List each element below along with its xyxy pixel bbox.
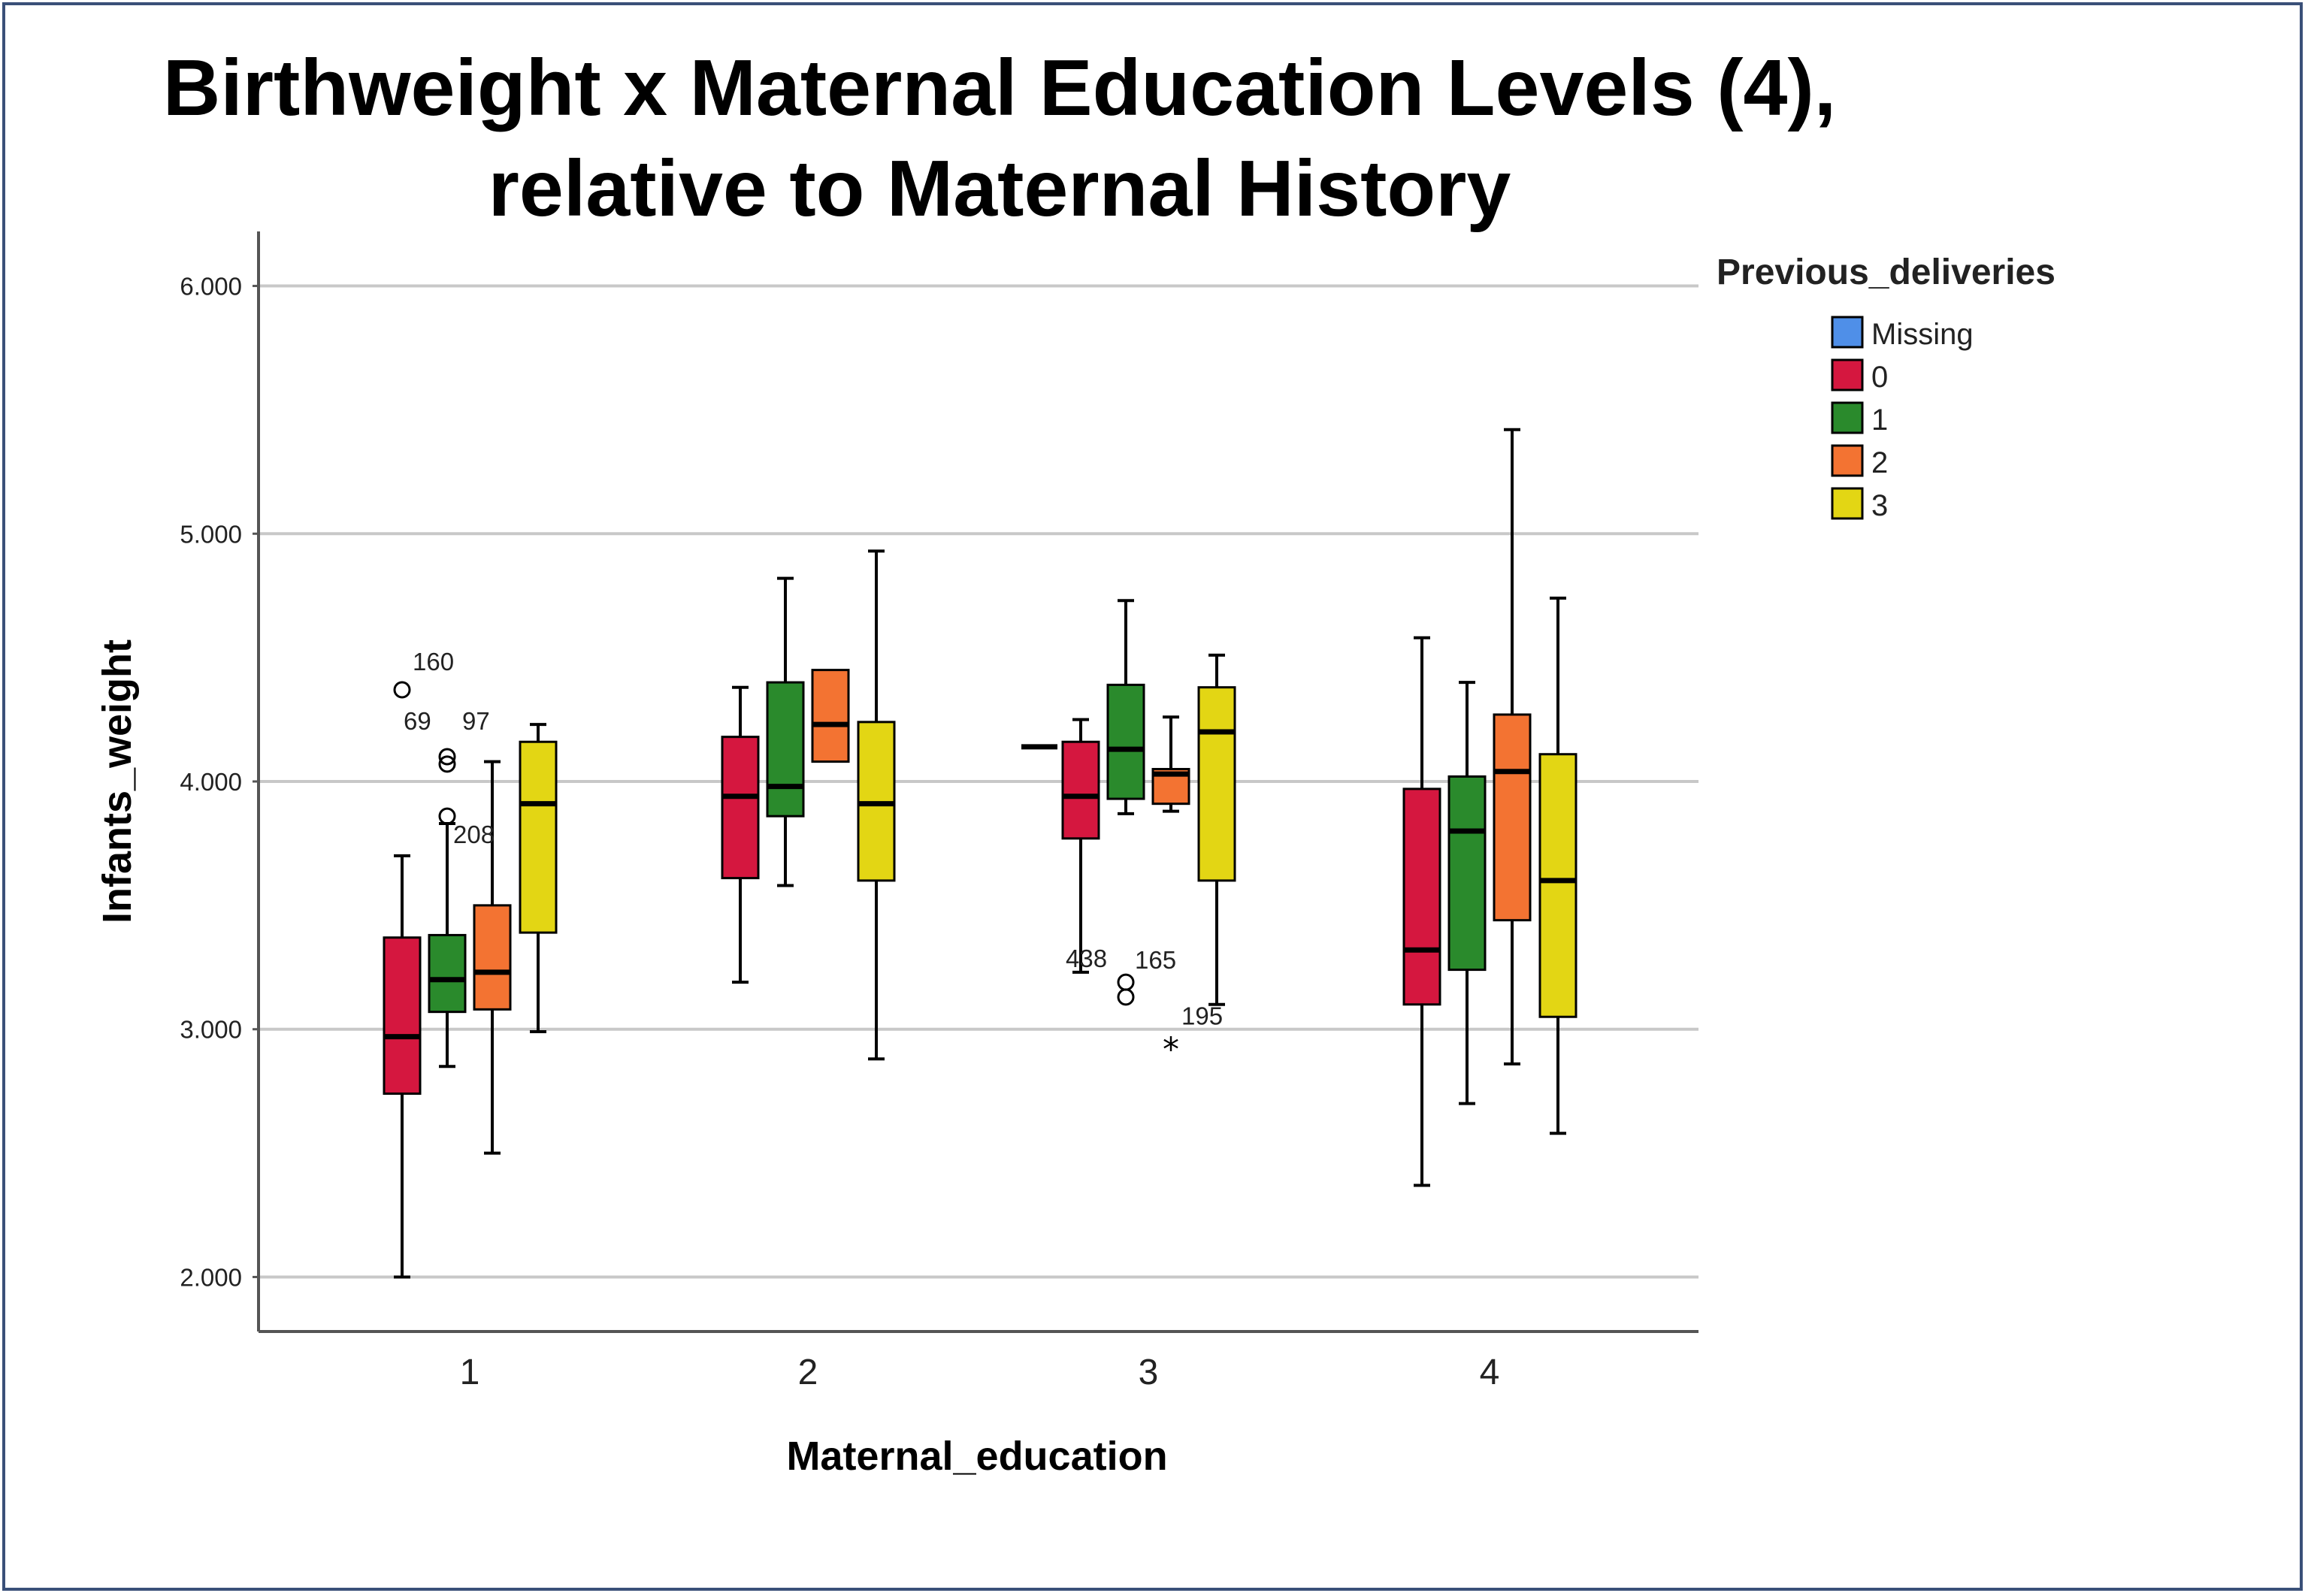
outlier-label: 195 xyxy=(1181,1002,1223,1030)
iqr-box xyxy=(1106,683,1145,800)
outlier-circle-marker xyxy=(1117,988,1135,1006)
chart-title: Birthweight x Maternal Education Levels … xyxy=(162,44,1837,132)
iqr-box xyxy=(766,681,805,818)
box-cat2-group1 xyxy=(766,576,805,887)
box-cat4-group3 xyxy=(1538,597,1577,1135)
legend-item-2: 2 xyxy=(1831,444,1888,479)
x-tick-label: 2 xyxy=(798,1353,818,1392)
box-cat1-group2 xyxy=(473,760,512,1155)
iqr-box xyxy=(1402,787,1441,1006)
iqr-box xyxy=(428,933,467,1014)
boxes xyxy=(383,428,1577,1279)
legend-swatch xyxy=(1831,358,1864,391)
box-cat2-group3 xyxy=(857,549,896,1061)
legend-item-1: 1 xyxy=(1831,401,1888,437)
iqr-box xyxy=(1197,686,1236,882)
outlier-438: 438 xyxy=(1066,945,1135,991)
iqr-box xyxy=(721,736,760,880)
box-cat4-group1 xyxy=(1447,681,1487,1105)
iqr-box xyxy=(383,936,422,1095)
legend-item-0: 0 xyxy=(1831,358,1888,394)
outlier-69: 69 xyxy=(404,707,456,766)
box-cat3-group1 xyxy=(1106,599,1145,815)
legend-label: 2 xyxy=(1871,446,1888,479)
outlier-circle-marker xyxy=(1117,973,1135,991)
outlier-circle-marker xyxy=(393,681,411,699)
box-cat3-group3 xyxy=(1197,653,1236,1006)
y-axis-title: Infants_weight xyxy=(95,639,140,923)
x-axis-title: Maternal_education xyxy=(786,1434,1167,1479)
outlier-circle-marker xyxy=(438,755,456,773)
legend-swatch xyxy=(1831,401,1864,434)
box-cat1-group0 xyxy=(383,854,422,1279)
iqr-box xyxy=(1538,753,1577,1018)
y-tick-label: 2.000 xyxy=(180,1263,242,1291)
outliers: 160 69 97 208 438 165 *195 xyxy=(393,648,1223,1069)
legend: Previous_deliveries Missing 0 1 2 3 xyxy=(1717,252,2055,522)
outlier-195: *195 xyxy=(1163,1002,1223,1069)
box-cat2-group0 xyxy=(721,685,760,984)
iqr-box xyxy=(1493,713,1532,922)
y-tick-label: 5.000 xyxy=(180,520,242,548)
box-cat3-group2 xyxy=(1151,715,1190,813)
outlier-label: 208 xyxy=(453,821,495,848)
outlier-label: 165 xyxy=(1135,946,1176,974)
y-tick-labels: 2.000 3.000 4.000 5.000 6.000 xyxy=(180,273,259,1291)
box-cat3-group0 xyxy=(1061,718,1100,974)
x-tick-labels: 1 2 3 4 xyxy=(460,1353,1500,1392)
y-tick-label: 4.000 xyxy=(180,768,242,796)
legend-swatch xyxy=(1831,316,1864,349)
outlier-star-marker: * xyxy=(1163,1031,1179,1069)
x-tick-label: 1 xyxy=(460,1353,480,1392)
legend-label: Missing xyxy=(1871,318,1974,351)
box-cat1-group3 xyxy=(519,723,558,1034)
legend-label: 3 xyxy=(1871,489,1888,522)
legend-title: Previous_deliveries xyxy=(1717,252,2055,292)
y-tick-label: 3.000 xyxy=(180,1016,242,1044)
iqr-box xyxy=(1061,740,1100,840)
legend-label: 1 xyxy=(1871,404,1888,437)
outlier-label: 69 xyxy=(404,707,431,735)
outlier-97: 97 xyxy=(438,707,490,773)
iqr-box xyxy=(811,669,850,763)
iqr-box xyxy=(1447,775,1487,972)
chart-subtitle: relative to Maternal History xyxy=(488,144,1511,233)
outlier-165: 165 xyxy=(1117,946,1176,1006)
box-cat4-group2 xyxy=(1493,428,1532,1066)
iqr-box xyxy=(473,904,512,1011)
legend-item-Missing: Missing xyxy=(1831,316,1974,351)
legend-label: 0 xyxy=(1871,361,1888,394)
outlier-label: 97 xyxy=(462,707,490,735)
y-tick-label: 6.000 xyxy=(180,273,242,301)
outlier-208: 208 xyxy=(438,807,495,848)
box-cat4-group0 xyxy=(1402,636,1441,1187)
outlier-160: 160 xyxy=(393,648,454,699)
legend-swatch xyxy=(1831,487,1864,520)
legend-item-3: 3 xyxy=(1831,487,1888,522)
x-tick-label: 4 xyxy=(1480,1353,1500,1392)
legend-swatch xyxy=(1831,444,1864,477)
x-tick-label: 3 xyxy=(1139,1353,1159,1392)
outlier-circle-marker xyxy=(438,748,456,766)
outlier-label: 160 xyxy=(413,648,454,676)
outlier-circle-marker xyxy=(438,807,456,825)
outlier-label: 438 xyxy=(1066,945,1107,972)
iqr-box xyxy=(519,740,558,934)
box-cat2-group2 xyxy=(811,669,850,763)
